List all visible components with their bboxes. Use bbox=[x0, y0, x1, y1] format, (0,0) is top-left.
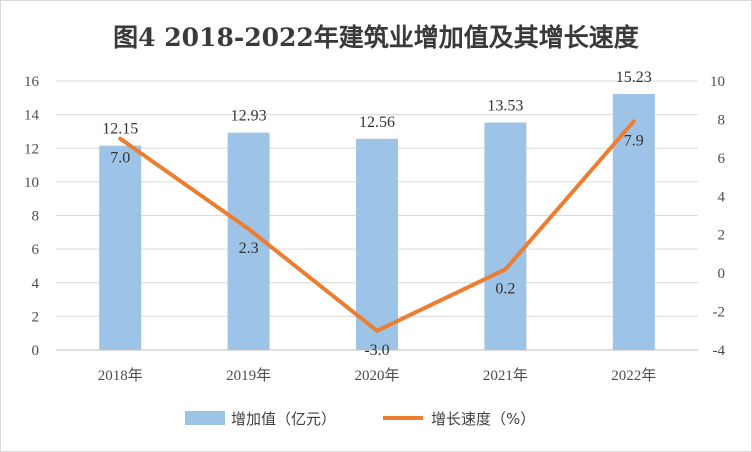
y-right-tick-label: -4 bbox=[713, 343, 726, 359]
y-right-tick-label: -2 bbox=[713, 305, 726, 321]
y-left-tick-label: 8 bbox=[32, 209, 40, 225]
bar-series bbox=[99, 93, 655, 351]
y-right-tick-label: 10 bbox=[710, 74, 725, 90]
y-left-tick-label: 0 bbox=[32, 343, 40, 359]
legend-swatch-bar bbox=[185, 411, 225, 425]
line-data-label: -3.0 bbox=[364, 342, 389, 359]
y-right-tick-label: 4 bbox=[718, 189, 726, 205]
y-left-tick-label: 6 bbox=[32, 242, 40, 258]
x-tick-label: 2020年 bbox=[354, 367, 399, 384]
line-data-label: 2.3 bbox=[239, 240, 259, 257]
bar bbox=[356, 138, 398, 350]
x-tick-label: 2021年 bbox=[483, 367, 528, 384]
bar bbox=[99, 145, 142, 350]
bar-data-label: 13.53 bbox=[487, 98, 523, 115]
chart-title: 图4 2018-2022年建筑业增加值及其增长速度 bbox=[113, 23, 639, 52]
legend-label-bar: 增加值（亿元） bbox=[231, 410, 336, 428]
y-left-tick-label: 12 bbox=[24, 141, 39, 157]
y-right-tick-label: 0 bbox=[718, 266, 726, 282]
y-right-tick-label: 2 bbox=[718, 228, 726, 244]
y-left-tick-label: 16 bbox=[24, 74, 40, 90]
y-right-tick-label: 8 bbox=[718, 112, 726, 128]
y-axis-right: -4 -2 0 2 4 6 8 10 bbox=[710, 74, 726, 359]
bar bbox=[484, 122, 527, 350]
line-data-label: 0.2 bbox=[495, 280, 515, 297]
line-data-label: 7.9 bbox=[624, 132, 644, 149]
x-axis-ticks: 2018年 2019年 2020年 2021年 2022年 bbox=[98, 367, 657, 384]
bar-data-label: 12.56 bbox=[359, 114, 395, 131]
bar-data-label: 12.93 bbox=[231, 108, 267, 125]
bar-data-label: 12.15 bbox=[102, 121, 138, 138]
y-left-tick-label: 10 bbox=[24, 175, 39, 191]
y-axis-left: 0 2 4 6 8 10 12 14 16 bbox=[24, 74, 40, 359]
y-left-tick-label: 2 bbox=[32, 309, 40, 325]
data-labels: 12.15 12.93 12.56 13.53 15.23 7.0 2.3 -3.0 0.2 7.… bbox=[102, 69, 652, 359]
y-left-tick-label: 14 bbox=[24, 108, 40, 124]
x-tick-label: 2018年 bbox=[98, 367, 143, 384]
y-right-tick-label: 6 bbox=[718, 151, 726, 167]
y-left-tick-label: 4 bbox=[32, 276, 40, 292]
legend: 增加值（亿元） 增长速度（%） bbox=[185, 410, 535, 428]
line-series bbox=[118, 119, 636, 333]
legend-label-line: 增长速度（%） bbox=[431, 410, 535, 428]
x-tick-label: 2019年 bbox=[226, 367, 271, 384]
x-tick-label: 2022年 bbox=[611, 367, 656, 384]
bar-data-label: 15.23 bbox=[616, 69, 652, 86]
line-data-label: 7.0 bbox=[110, 150, 130, 167]
